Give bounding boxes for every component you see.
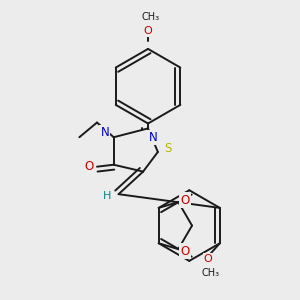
Text: O: O [144,26,152,36]
Text: O: O [85,160,94,173]
Text: O: O [181,244,190,258]
Text: CH₃: CH₃ [202,268,220,278]
Text: N: N [148,131,157,144]
Text: S: S [164,142,171,154]
Text: O: O [204,254,212,264]
Text: H: H [103,191,111,201]
Text: CH₃: CH₃ [142,13,160,22]
Text: O: O [181,194,190,207]
Text: N: N [100,126,109,139]
